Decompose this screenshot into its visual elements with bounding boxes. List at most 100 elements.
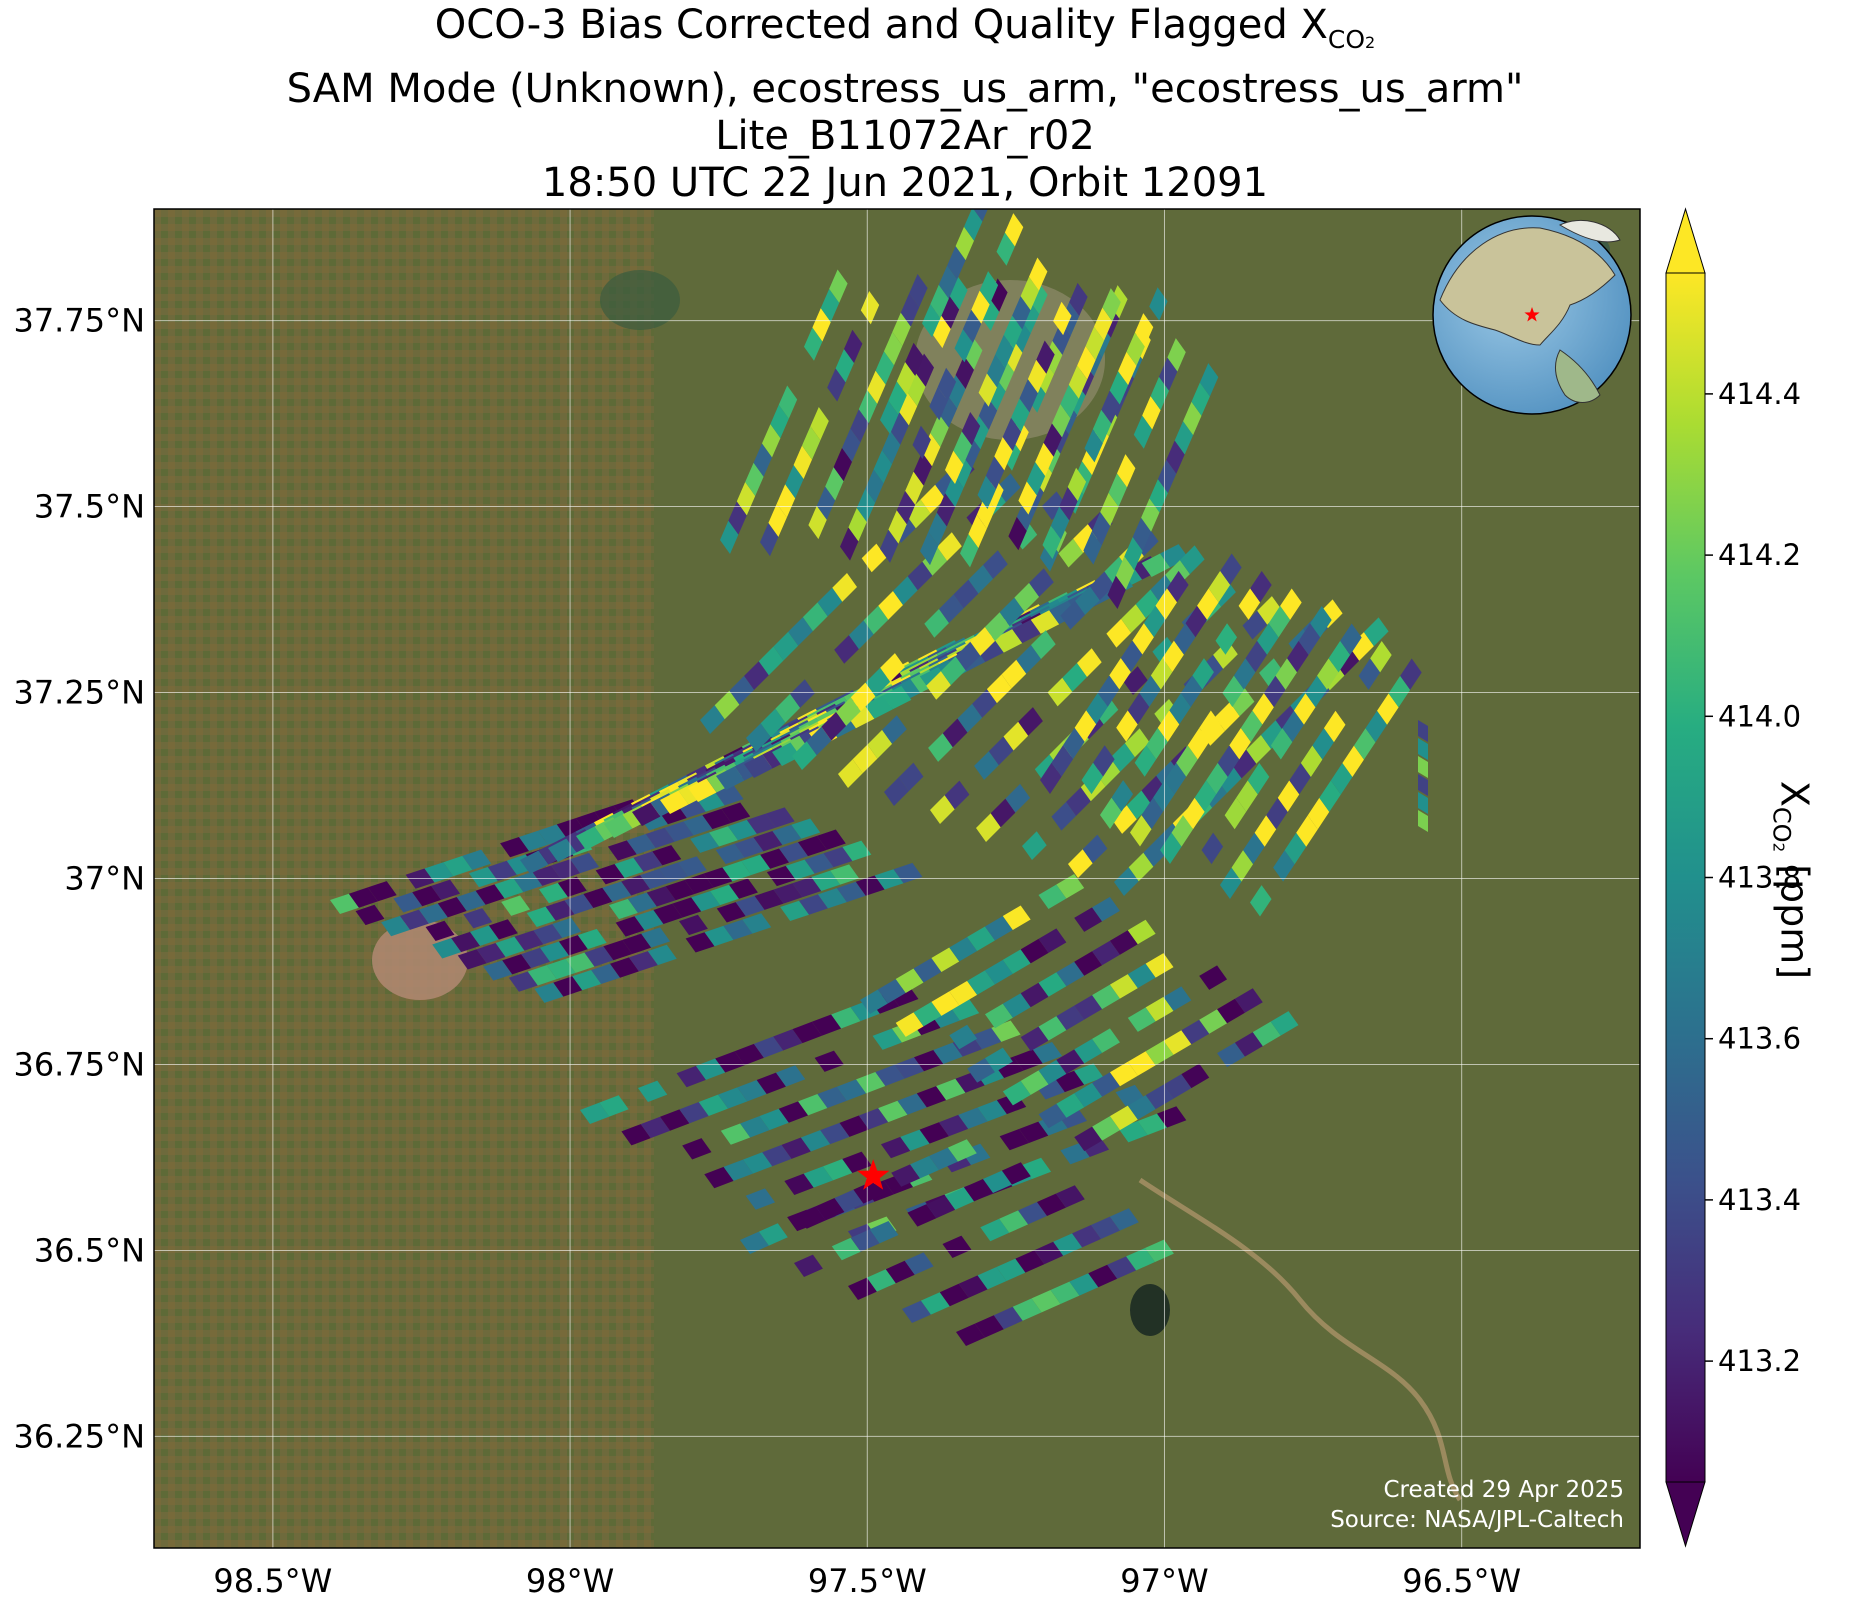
swath-footprint	[1060, 384, 1079, 419]
swath-footprint	[595, 864, 625, 885]
swath-footprint	[944, 780, 970, 810]
swath-footprint	[685, 932, 715, 953]
swath-footprint	[766, 865, 796, 887]
swath-footprint	[679, 1102, 709, 1124]
swath-footprint	[483, 960, 513, 981]
swath-footprint	[888, 510, 907, 544]
swath-footprint	[810, 406, 829, 441]
swath-footprint	[647, 944, 677, 966]
colorbar-tick-label: 414.4	[1718, 377, 1801, 411]
swath-footprint	[980, 1218, 1010, 1242]
swath-footprint	[1012, 619, 1041, 644]
swath-footprint	[808, 505, 827, 540]
swath-footprint	[960, 534, 979, 568]
swath-footprint	[785, 859, 815, 880]
swath-footprint	[1418, 720, 1428, 742]
swath-footprint	[993, 1306, 1023, 1330]
swath-footprint	[922, 546, 948, 576]
swath-footprint	[1192, 658, 1214, 690]
swath-footprint	[835, 349, 854, 383]
swath-footprint	[722, 861, 752, 882]
swath-footprint	[753, 1036, 784, 1058]
swath-footprint	[1134, 313, 1154, 347]
swath-footprint	[1074, 907, 1103, 932]
swath-footprint	[945, 1187, 975, 1210]
swath-footprint	[1126, 332, 1145, 366]
swath-footprint	[920, 1292, 950, 1315]
swath-footprint	[930, 413, 949, 447]
swath-footprint	[980, 297, 1000, 332]
swath-footprint	[812, 308, 831, 342]
swath-footprint	[1100, 797, 1122, 829]
swath-footprint	[1020, 299, 1040, 334]
swath-footprint	[1089, 571, 1115, 601]
swath-footprint	[880, 529, 899, 563]
swath-footprint	[894, 1057, 925, 1079]
title-line-1: OCO-3 Bias Corrected and Quality Flagged…	[0, 2, 1810, 66]
x-tick-label: 98°W	[526, 1562, 614, 1598]
swath-footprint	[1019, 379, 1038, 413]
swath-footprint	[928, 512, 947, 546]
swath-footprint	[1038, 884, 1067, 909]
swath-footprint	[1377, 693, 1399, 725]
swath-footprint	[806, 726, 832, 756]
swath-footprint	[1234, 988, 1263, 1013]
swath-footprint	[508, 971, 538, 992]
swath-footprint	[553, 976, 583, 997]
swath-footprint	[1004, 338, 1023, 372]
swath-footprint	[1002, 417, 1022, 452]
swath-footprint	[942, 1235, 972, 1258]
swath-footprint	[804, 853, 834, 874]
swath-footprint	[1215, 702, 1240, 731]
swath-footprint	[610, 957, 639, 978]
swath-footprint	[577, 928, 607, 950]
swath-footprint	[753, 831, 783, 852]
swath-footprint	[1183, 401, 1202, 436]
swath-footprint	[1108, 473, 1127, 507]
swath-footprint	[1002, 1080, 1031, 1106]
swath-footprint	[457, 949, 487, 970]
swath-footprint	[790, 679, 815, 708]
swath-footprint	[1224, 797, 1247, 830]
swath-footprint	[1062, 663, 1087, 692]
swath-footprint	[514, 930, 544, 951]
colorbar-tick-label: 413.6	[1718, 1022, 1801, 1056]
swath-footprint	[715, 1051, 745, 1073]
swath-footprint	[1036, 340, 1055, 374]
swath-footprint	[909, 273, 928, 308]
swath-footprint	[487, 860, 517, 882]
swath-footprint	[437, 897, 467, 918]
swath-footprint	[628, 951, 658, 972]
swath-footprint	[1021, 1157, 1052, 1180]
swath-footprint	[1127, 1095, 1156, 1120]
swath-footprint	[653, 903, 683, 924]
swath-footprint	[1280, 588, 1302, 620]
swath-footprint	[626, 834, 656, 855]
swath-footprint	[848, 508, 867, 542]
y-tick-label: 37.5°N	[34, 488, 145, 526]
swath-footprint	[924, 609, 949, 638]
swath-footprint	[979, 271, 999, 305]
swath-footprint	[1012, 296, 1031, 330]
swath-footprint	[983, 1170, 1012, 1193]
swath-footprint	[878, 591, 903, 620]
swath-footprint	[842, 1151, 872, 1173]
swath-footprint	[1197, 588, 1219, 620]
swath-footprint	[1166, 440, 1185, 474]
swath-footprint	[745, 1188, 776, 1210]
swath-footprint	[967, 926, 995, 951]
swath-footprint	[412, 885, 442, 907]
swath-footprint	[660, 790, 689, 814]
y-tick-label: 36.75°N	[13, 1045, 145, 1083]
swath-footprint	[710, 884, 740, 906]
swath-footprint	[984, 1047, 1013, 1073]
swath-footprint	[995, 473, 1021, 503]
swath-footprint	[1199, 965, 1228, 990]
swath-footprint	[922, 432, 941, 467]
swath-footprint	[900, 1129, 930, 1151]
swath-footprint	[1217, 745, 1240, 777]
swath-footprint	[721, 802, 751, 823]
swath-footprint	[500, 837, 529, 858]
swath-footprint	[1115, 556, 1135, 590]
swath-footprint	[1141, 775, 1167, 805]
